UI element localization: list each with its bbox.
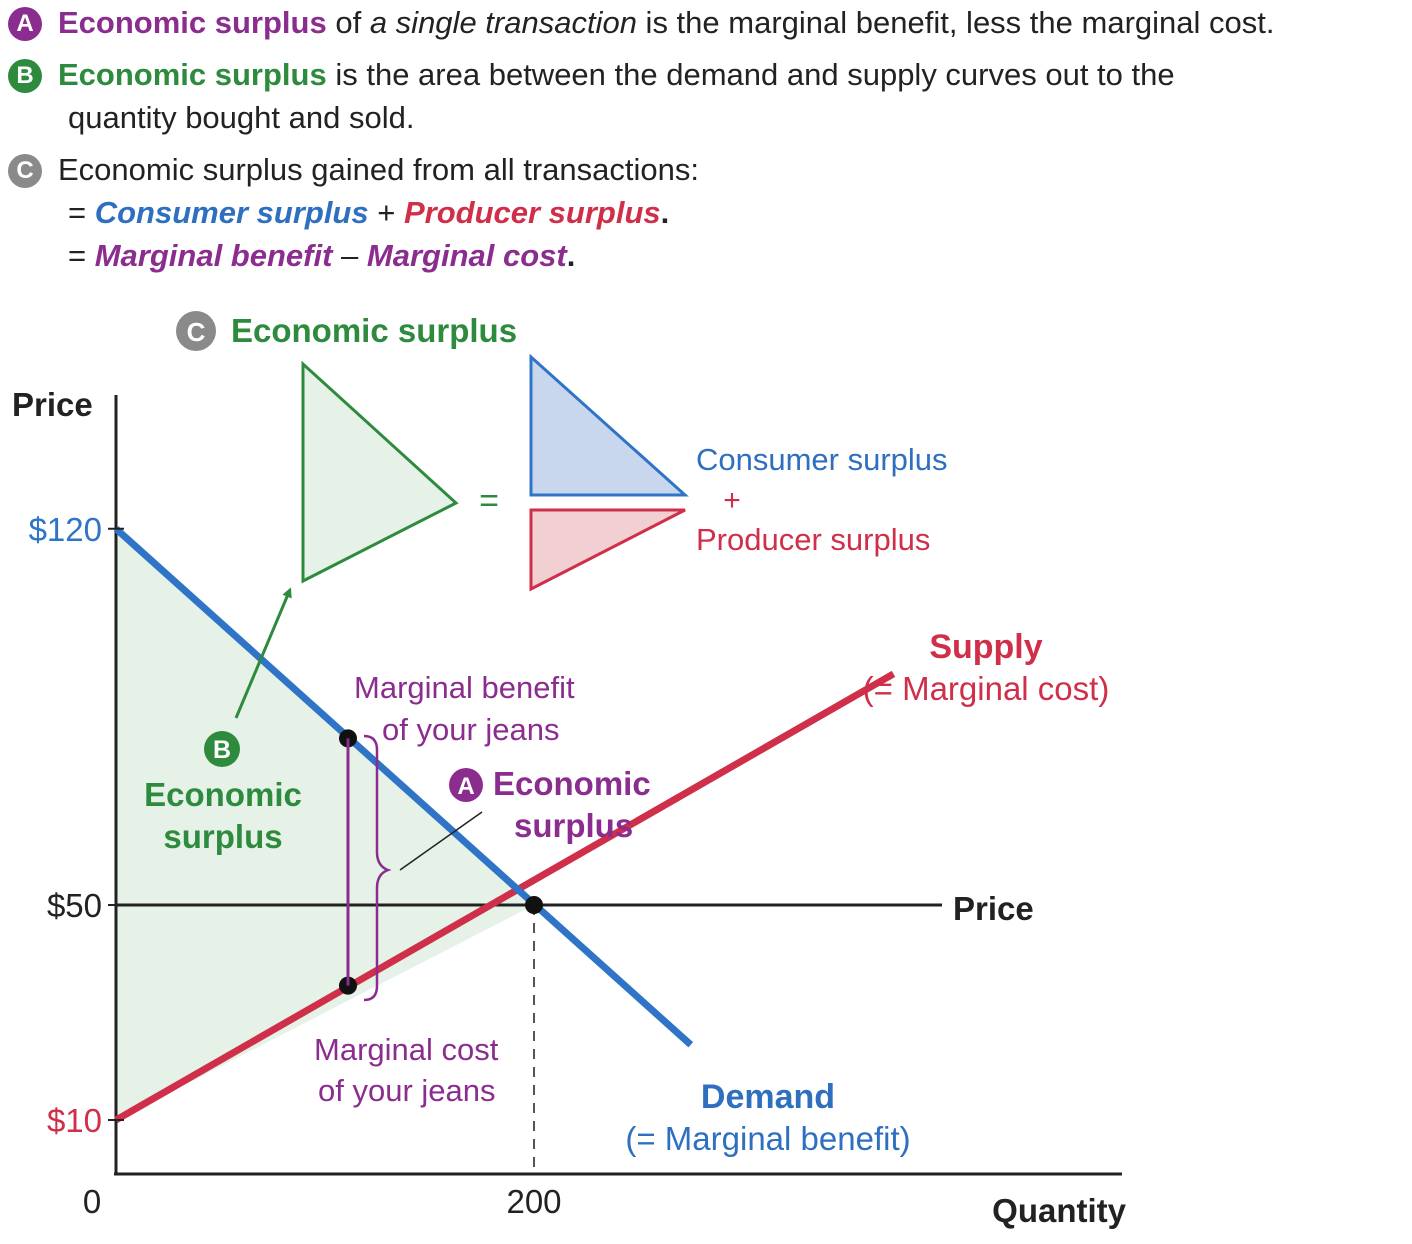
inset-producer-triangle: [529, 508, 686, 592]
economic-surplus-leader-line: [399, 811, 483, 871]
x-tick-label-0: 0: [83, 1183, 101, 1220]
b-label-badge: [204, 731, 240, 767]
definition-a-text2: is the marginal benefit, less the margin…: [636, 5, 1275, 40]
inset-producer-label: Producer surplus: [696, 522, 930, 557]
eq1-producer-surplus: Producer surplus: [403, 195, 661, 230]
economic-surplus-area: [116, 528, 534, 1120]
badge-a: A: [8, 7, 42, 41]
mb-label-line2: of your jeans: [382, 712, 560, 747]
eq2-end: .: [566, 238, 576, 273]
definition-b-text1: is the area between the demand and suppl…: [326, 57, 1175, 92]
x-axis-title: Quantity: [992, 1192, 1126, 1229]
mb-label-line1: Marginal benefit: [354, 670, 575, 705]
equilibrium-point: [525, 896, 543, 914]
definition-c: C Economic surplus gained from all transa…: [8, 150, 699, 190]
supply-label: Supply: [929, 628, 1042, 666]
inset-plus: +: [723, 484, 741, 517]
badge-c: C: [8, 154, 42, 188]
eq1-prefix: =: [68, 195, 95, 230]
eq1-plus: +: [368, 195, 404, 230]
y-tick-label-120: $120: [29, 511, 102, 548]
demand-label: Demand: [701, 1078, 835, 1116]
definition-a-text1: of: [326, 5, 370, 40]
equation-2: = Marginal benefit – Marginal cost.: [68, 236, 575, 276]
eq2-prefix: =: [68, 238, 95, 273]
y-axis-title: Price: [12, 386, 93, 423]
eq1-consumer-surplus: Consumer surplus: [94, 195, 369, 230]
equation-1: = Consumer surplus + Producer surplus.: [68, 193, 669, 233]
inset-badge: [176, 311, 216, 351]
x-tick-label-200: 200: [506, 1183, 561, 1220]
supply-curve: [114, 670, 896, 1124]
a-label-line1: Economic: [493, 765, 651, 802]
definition-c-text: Economic surplus gained from all transac…: [58, 152, 699, 187]
inset-title: Economic surplus: [231, 312, 517, 349]
inset-surplus-triangle: [301, 360, 459, 584]
price-line-label: Price: [953, 890, 1034, 927]
definition-a: A Economic surplus of a single transactio…: [8, 3, 1274, 43]
a-label-badge: [449, 768, 483, 802]
a-label-line2: surplus: [514, 807, 633, 844]
definition-b: B Economic surplus is the area between th…: [8, 55, 1175, 95]
mc-label-line1: Marginal cost: [314, 1032, 499, 1067]
y-tick-label-50: $50: [47, 887, 102, 924]
y-tick-label-10: $10: [47, 1102, 102, 1139]
demand-curve: [113, 526, 694, 1048]
term-a: Economic surplus: [58, 5, 327, 40]
b-label-badge-letter: B: [213, 736, 231, 764]
eq2-marginal-cost: Marginal cost: [366, 238, 567, 273]
b-label-line2: surplus: [163, 818, 282, 855]
definition-a-italic: a single transaction: [369, 5, 637, 40]
a-label-badge-letter: A: [457, 773, 474, 800]
definition-b-text2: quantity bought and sold.: [68, 100, 415, 135]
b-label-line1: Economic: [144, 776, 302, 813]
demand-sublabel: (= Marginal benefit): [625, 1120, 910, 1157]
term-b: Economic surplus: [58, 57, 327, 92]
supply-sublabel: (= Marginal cost): [863, 670, 1110, 707]
inset-consumer-label: Consumer surplus: [696, 442, 948, 477]
inset-consumer-triangle: [529, 353, 689, 497]
economic-surplus-brace: [363, 734, 392, 1002]
eq2-marginal-benefit: Marginal benefit: [94, 238, 333, 273]
inset-badge-letter: C: [187, 317, 206, 347]
badge-b: B: [8, 59, 42, 93]
mc-label-line2: of your jeans: [318, 1073, 496, 1108]
eq1-end: .: [660, 195, 670, 230]
inset-equals: =: [479, 482, 499, 520]
b-arrow: [234, 587, 292, 719]
eq2-minus: –: [332, 238, 367, 273]
